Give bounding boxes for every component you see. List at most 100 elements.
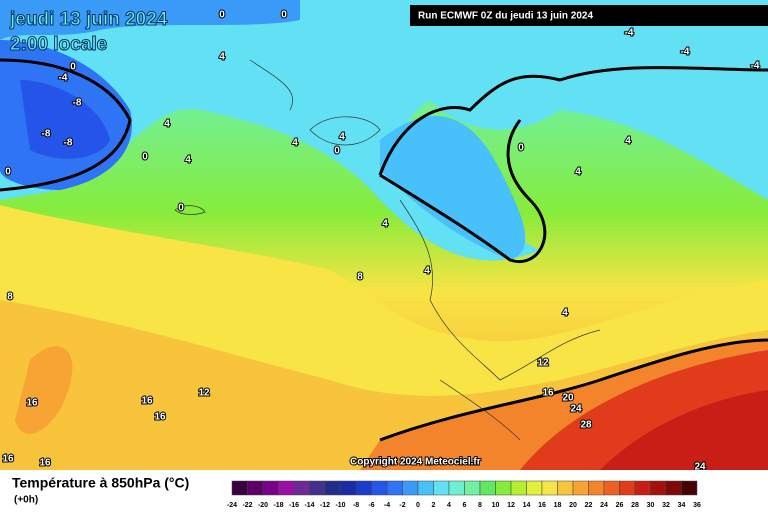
map-date: jeudi 13 juin 2024 bbox=[9, 9, 168, 30]
colorbar-swatch bbox=[526, 480, 543, 496]
contour-label: 16 bbox=[26, 398, 38, 409]
contour-label: 16 bbox=[141, 396, 153, 407]
map bbox=[0, 0, 768, 470]
colorbar-tick-label: -20 bbox=[258, 502, 268, 509]
colorbar-tick-label: -12 bbox=[320, 502, 330, 509]
colorbar-tick-label: 34 bbox=[678, 502, 686, 509]
contour-label: 4 bbox=[424, 266, 430, 277]
contour-label: 0 bbox=[70, 62, 76, 73]
contour-label: 4 bbox=[339, 132, 345, 143]
contour-label: 16 bbox=[542, 388, 554, 399]
colorbar-swatch bbox=[355, 480, 372, 496]
coastlines bbox=[174, 59, 601, 441]
contour-label: -4 bbox=[59, 73, 68, 84]
colorbar-tick-label: 20 bbox=[569, 502, 577, 509]
colorbar-tick-label: -10 bbox=[335, 502, 345, 509]
zero-contours bbox=[0, 58, 768, 442]
contour-label: 28 bbox=[580, 420, 592, 431]
map-time: 2:00 locale bbox=[10, 34, 107, 55]
contour-label: 4 bbox=[562, 308, 568, 319]
colorbar-tick-label: 26 bbox=[616, 502, 624, 509]
colorbar-tick-label: 28 bbox=[631, 502, 639, 509]
colorbar-tick-label: -6 bbox=[368, 502, 374, 509]
colorbar-tick-label: 10 bbox=[492, 502, 500, 509]
colorbar-swatch bbox=[402, 480, 419, 496]
colorbar-swatch bbox=[309, 480, 326, 496]
contour-label: 16 bbox=[39, 458, 51, 469]
colorbar-swatch bbox=[495, 480, 512, 496]
contour-label: 4 bbox=[219, 52, 225, 63]
colorbar-swatch bbox=[510, 480, 527, 496]
colorbar-tick-label: -2 bbox=[399, 502, 405, 509]
warm-patch bbox=[15, 346, 73, 434]
colorbar-swatch bbox=[448, 480, 465, 496]
contour-label: 0 bbox=[178, 203, 184, 214]
colorbar-tick-label: 24 bbox=[600, 502, 608, 509]
colorbar-swatch bbox=[603, 480, 620, 496]
contour-label: -8 bbox=[64, 138, 73, 149]
colorbar-swatch bbox=[464, 480, 481, 496]
colorbar: -24 -22 -20 -18 -16 -14 -12 -10 -8 -6 -4 -2 0 2 4 6 8 10 1… bbox=[227, 480, 701, 509]
colorbar-tick-label: 6 bbox=[463, 502, 467, 509]
colorbar-tick-label: 36 bbox=[693, 502, 701, 509]
colorbar-tick-label: -16 bbox=[289, 502, 299, 509]
colorbar-swatch bbox=[650, 480, 667, 496]
cold-core bbox=[20, 80, 110, 159]
contour-label: 8 bbox=[357, 272, 363, 283]
colorbar-swatch bbox=[557, 480, 574, 496]
legend-step: (+0h) bbox=[14, 495, 38, 506]
contour-label: 0 bbox=[219, 10, 225, 21]
colorbar-tick-label: -18 bbox=[273, 502, 283, 509]
colorbar-tick-label: 32 bbox=[662, 502, 670, 509]
colorbar-tick-label: -14 bbox=[304, 502, 314, 509]
colorbar-tick-label: 8 bbox=[478, 502, 482, 509]
contour-label: 0 bbox=[142, 152, 148, 163]
colorbar-swatch bbox=[231, 480, 248, 496]
colorbar-tick-label: -24 bbox=[227, 502, 237, 509]
colorbar-tick-label: -8 bbox=[353, 502, 359, 509]
contour-label: 0 bbox=[5, 167, 11, 178]
colorbar-swatch bbox=[572, 480, 589, 496]
contour-label: 12 bbox=[537, 358, 549, 369]
colorbar-swatch bbox=[340, 480, 357, 496]
contour-label: 4 bbox=[185, 155, 191, 166]
contour-label: 20 bbox=[562, 393, 574, 404]
colorbar-tick-label: 22 bbox=[585, 502, 593, 509]
contour-label: 4 bbox=[625, 136, 631, 147]
contour-label: 0 bbox=[518, 143, 524, 154]
contour-label: 4 bbox=[575, 167, 581, 178]
contour-label: 24 bbox=[570, 404, 582, 415]
colorbar-swatch bbox=[417, 480, 434, 496]
colorbar-tick-label: 14 bbox=[523, 502, 531, 509]
colorbar-tick-label: 30 bbox=[647, 502, 655, 509]
contour-label: -8 bbox=[42, 129, 51, 140]
colorbar-tick-label: -4 bbox=[384, 502, 390, 509]
colorbar-swatch bbox=[665, 480, 682, 496]
colorbar-swatch bbox=[619, 480, 636, 496]
colorbar-tick-label: 0 bbox=[416, 502, 420, 509]
hottest-region bbox=[600, 390, 768, 470]
baltic-cold bbox=[380, 116, 526, 260]
legend-title: Température à 850hPa (°C) bbox=[12, 475, 189, 491]
colorbar-swatch bbox=[247, 480, 264, 496]
contour-label: -4 bbox=[751, 61, 760, 72]
colorbar-tick-label: -22 bbox=[242, 502, 252, 509]
contour-label: 0 bbox=[334, 146, 340, 157]
colorbar-swatch bbox=[324, 480, 341, 496]
contour-label: -4 bbox=[625, 28, 634, 39]
colorbar-swatch bbox=[634, 480, 651, 496]
contour-label: -4 bbox=[681, 47, 690, 58]
contour-label: 8 bbox=[7, 292, 13, 303]
contour-label: 4 bbox=[382, 219, 388, 230]
colorbar-swatch bbox=[278, 480, 295, 496]
colorbar-swatch bbox=[433, 480, 450, 496]
cold-region bbox=[0, 0, 768, 261]
colorbar-swatch bbox=[262, 480, 279, 496]
run-box bbox=[410, 5, 768, 26]
copyright: Copyright 2024 Meteociel.fr bbox=[350, 457, 481, 468]
colorbar-tick-label: 2 bbox=[432, 502, 436, 509]
colorbar-swatch bbox=[293, 480, 310, 496]
colorbar-swatch bbox=[371, 480, 388, 496]
